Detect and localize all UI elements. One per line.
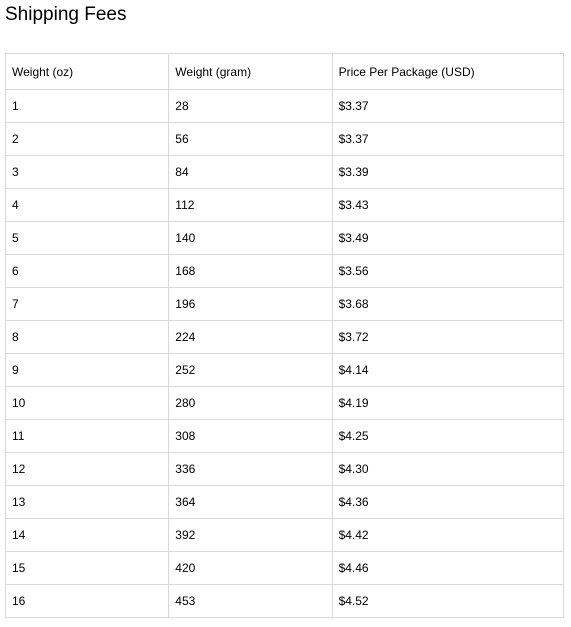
table-row: 15 420 $4.46 <box>4 551 565 585</box>
table-row: 10 280 $4.19 <box>4 386 565 420</box>
cell-weight-gram: 308 <box>168 419 333 453</box>
cell-weight-oz: 1 <box>4 89 170 123</box>
cell-price: $3.68 <box>331 287 565 321</box>
cell-weight-oz: 2 <box>4 122 170 156</box>
cell-weight-gram: 453 <box>168 584 333 618</box>
cell-price: $4.25 <box>331 419 565 453</box>
table-row: 2 56 $3.37 <box>4 122 565 156</box>
table-row: 4 112 $3.43 <box>4 188 565 222</box>
cell-weight-oz: 6 <box>4 254 170 288</box>
table-row: 13 364 $4.36 <box>4 485 565 519</box>
cell-weight-gram: 56 <box>168 122 333 156</box>
cell-weight-oz: 5 <box>4 221 170 255</box>
cell-weight-gram: 196 <box>168 287 333 321</box>
cell-price: $3.72 <box>331 320 565 354</box>
cell-weight-gram: 364 <box>168 485 333 519</box>
cell-weight-gram: 168 <box>168 254 333 288</box>
cell-weight-gram: 28 <box>168 89 333 123</box>
cell-price: $4.46 <box>331 551 565 585</box>
cell-weight-oz: 15 <box>4 551 170 585</box>
table-row: 12 336 $4.30 <box>4 452 565 486</box>
cell-weight-oz: 13 <box>4 485 170 519</box>
cell-price: $3.37 <box>331 122 565 156</box>
cell-weight-gram: 224 <box>168 320 333 354</box>
table-row: 14 392 $4.42 <box>4 518 565 552</box>
cell-weight-oz: 16 <box>4 584 170 618</box>
cell-price: $3.49 <box>331 221 565 255</box>
cell-price: $4.14 <box>331 353 565 387</box>
cell-weight-gram: 280 <box>168 386 333 420</box>
table-row: 3 84 $3.39 <box>4 155 565 189</box>
table-row: 16 453 $4.52 <box>4 584 565 618</box>
cell-weight-gram: 140 <box>168 221 333 255</box>
shipping-fees-table: Weight (oz) Weight (gram) Price Per Pack… <box>4 53 565 618</box>
cell-weight-gram: 112 <box>168 188 333 222</box>
cell-weight-oz: 14 <box>4 518 170 552</box>
cell-weight-gram: 420 <box>168 551 333 585</box>
cell-price: $4.52 <box>331 584 565 618</box>
table-row: 11 308 $4.25 <box>4 419 565 453</box>
cell-price: $4.36 <box>331 485 565 519</box>
cell-weight-gram: 84 <box>168 155 333 189</box>
page-title: Shipping Fees <box>5 4 127 25</box>
table-row: 5 140 $3.49 <box>4 221 565 255</box>
header-price: Price Per Package (USD) <box>331 53 565 90</box>
cell-price: $3.39 <box>331 155 565 189</box>
cell-weight-oz: 4 <box>4 188 170 222</box>
cell-weight-gram: 336 <box>168 452 333 486</box>
table-row: 7 196 $3.68 <box>4 287 565 321</box>
header-weight-oz: Weight (oz) <box>4 53 170 90</box>
table-row: 1 28 $3.37 <box>4 89 565 123</box>
table-header-row: Weight (oz) Weight (gram) Price Per Pack… <box>4 53 565 90</box>
cell-price: $4.19 <box>331 386 565 420</box>
cell-price: $4.30 <box>331 452 565 486</box>
cell-weight-gram: 252 <box>168 353 333 387</box>
cell-weight-oz: 7 <box>4 287 170 321</box>
table-row: 9 252 $4.14 <box>4 353 565 387</box>
cell-price: $3.56 <box>331 254 565 288</box>
header-weight-gram: Weight (gram) <box>168 53 333 90</box>
cell-weight-oz: 3 <box>4 155 170 189</box>
cell-weight-gram: 392 <box>168 518 333 552</box>
table-row: 6 168 $3.56 <box>4 254 565 288</box>
cell-weight-oz: 9 <box>4 353 170 387</box>
cell-weight-oz: 11 <box>4 419 170 453</box>
table-row: 8 224 $3.72 <box>4 320 565 354</box>
cell-weight-oz: 8 <box>4 320 170 354</box>
cell-price: $3.37 <box>331 89 565 123</box>
cell-weight-oz: 10 <box>4 386 170 420</box>
cell-price: $4.42 <box>331 518 565 552</box>
cell-weight-oz: 12 <box>4 452 170 486</box>
cell-price: $3.43 <box>331 188 565 222</box>
